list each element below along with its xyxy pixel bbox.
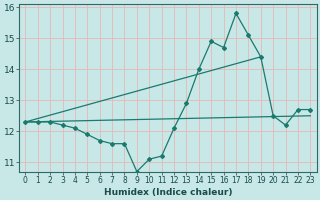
X-axis label: Humidex (Indice chaleur): Humidex (Indice chaleur)	[104, 188, 232, 197]
